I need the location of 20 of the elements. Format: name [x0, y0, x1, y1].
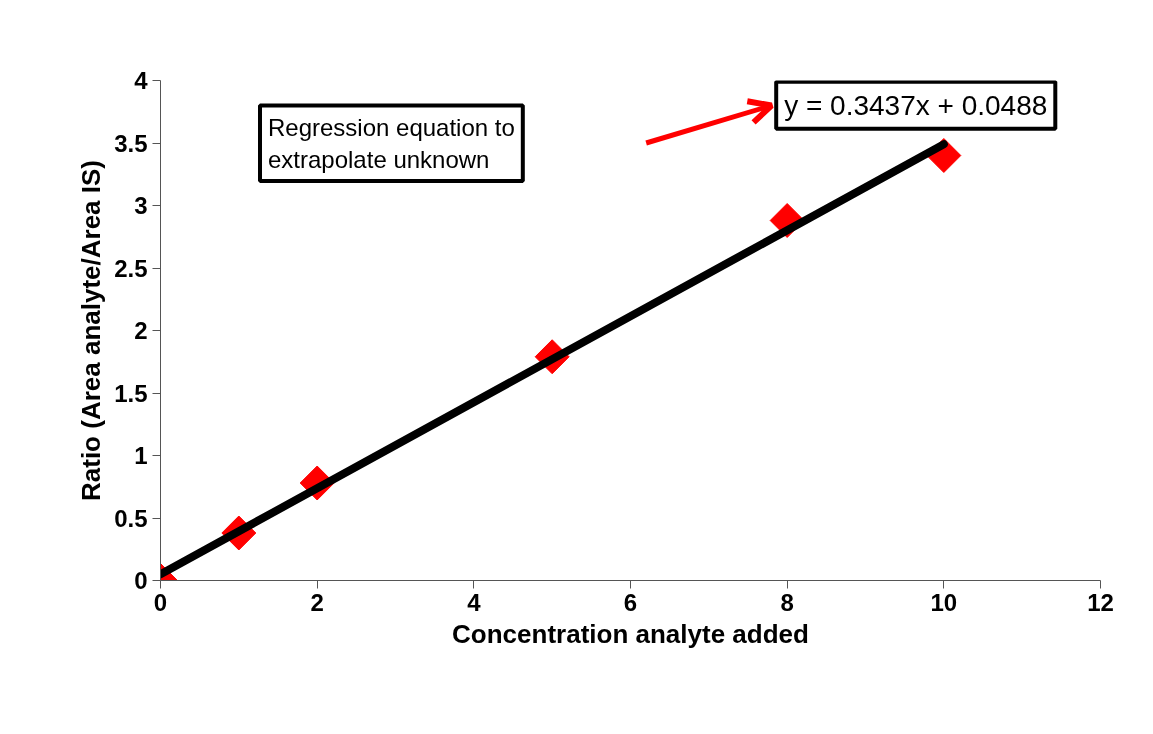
- x-tick-label: 0: [153, 588, 168, 616]
- x-tick-label: 12: [1087, 588, 1114, 616]
- y-tick-label: 2: [134, 317, 148, 344]
- x-axis-title: Concentration analyte added: [452, 618, 809, 649]
- y-tick-label: 4: [134, 67, 149, 94]
- y-tick-label: 2.5: [114, 254, 148, 282]
- x-tick-label: 6: [623, 588, 638, 616]
- x-tick-label: 2: [310, 588, 324, 616]
- y-tick-label: 1: [134, 442, 148, 469]
- annotation: Regression equation to extrapolate unknown: [267, 113, 515, 173]
- y-tick-label: 0.5: [114, 504, 148, 532]
- x-tick-label: 8: [780, 588, 794, 616]
- x-tick-label: 10: [930, 588, 958, 616]
- y-tick-label: 1.5: [114, 379, 148, 407]
- annotation: y = 0.3437x + 0.0488: [784, 89, 1048, 121]
- y-axis-title: Ratio (Area analyte/Area IS): [76, 159, 107, 501]
- y-tick-label: 3: [134, 192, 148, 219]
- x-tick-label: 4: [467, 588, 482, 616]
- y-tick-label: 0: [134, 567, 148, 594]
- y-tick-label: 3.5: [114, 129, 148, 157]
